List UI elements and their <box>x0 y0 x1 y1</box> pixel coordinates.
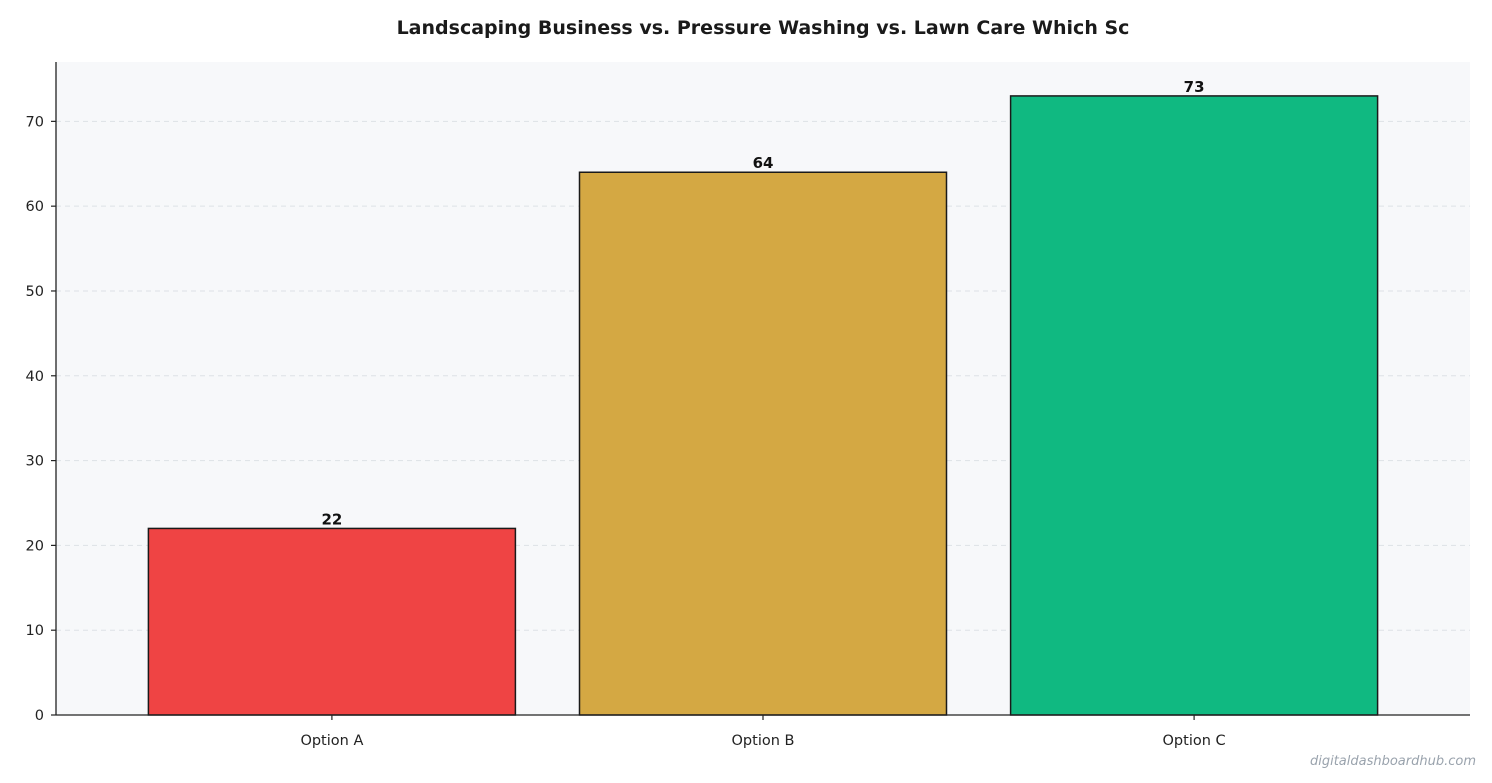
x-tick-label: Option B <box>732 733 795 749</box>
y-tick-label: 10 <box>26 623 44 639</box>
value-label: 22 <box>321 510 342 528</box>
x-axis-ticks: Option A Option B Option C <box>300 715 1226 749</box>
y-tick-label: 50 <box>26 284 44 300</box>
value-label: 73 <box>1184 78 1205 96</box>
y-tick-label: 70 <box>26 114 44 130</box>
watermark: digitaldashboardhub.com <box>1310 754 1476 769</box>
y-axis-ticks: 0 10 20 30 40 50 60 70 <box>26 114 56 724</box>
bars <box>147 95 1379 716</box>
x-tick-label: Option C <box>1163 733 1226 749</box>
value-labels: 22 64 73 <box>321 78 1204 529</box>
bar-option-a <box>147 527 517 716</box>
bar-option-b <box>578 171 948 716</box>
y-tick-label: 20 <box>26 538 44 554</box>
y-tick-label: 40 <box>26 369 44 385</box>
y-tick-label: 30 <box>26 454 44 470</box>
y-tick-label: 0 <box>35 708 44 724</box>
y-tick-label: 60 <box>26 199 44 215</box>
bar-option-c <box>1009 95 1379 716</box>
x-tick-label: Option A <box>300 733 363 749</box>
chart-title: Landscaping Business vs. Pressure Washin… <box>397 17 1130 39</box>
value-label: 64 <box>753 154 774 172</box>
